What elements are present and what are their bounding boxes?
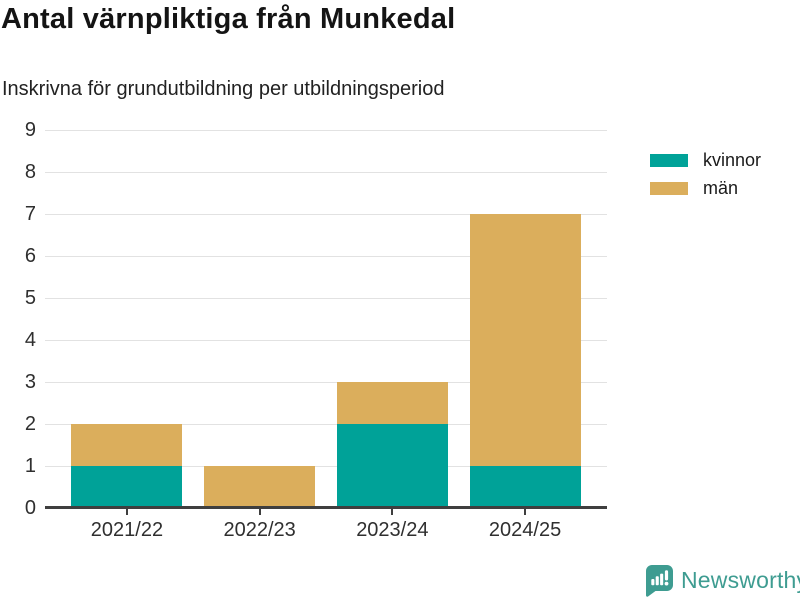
gridline <box>45 297 607 299</box>
y-tick-label: 2 <box>24 413 36 435</box>
y-tick-label: 4 <box>24 329 36 351</box>
x-tick-mark <box>258 509 261 515</box>
x-tick-mark <box>524 509 527 515</box>
legend-label: kvinnor <box>703 149 762 170</box>
newsworthy-logo-icon <box>646 565 673 597</box>
legend: kvinnor män <box>650 146 761 202</box>
x-tick-mark <box>391 509 394 515</box>
y-tick-label: 6 <box>24 245 36 267</box>
legend-label: män <box>703 177 739 198</box>
gridline <box>45 171 607 173</box>
legend-swatch-män <box>650 181 688 195</box>
legend-swatch-kvinnor <box>650 153 688 167</box>
brand-footer: Newsworthy <box>645 564 800 597</box>
x-tick-label: 2022/23 <box>223 519 296 541</box>
gridline <box>45 255 607 257</box>
y-tick-label: 8 <box>24 161 36 183</box>
legend-item-kvinnor: kvinnor <box>650 146 761 174</box>
bar-segment-män <box>469 214 581 466</box>
bar-segment-kvinnor <box>336 424 448 508</box>
gridline <box>45 213 607 215</box>
bar-segment-män <box>204 466 316 508</box>
bar-segment-män <box>336 382 448 424</box>
gridline <box>45 129 607 131</box>
gridline <box>45 465 607 467</box>
y-tick-label: 0 <box>24 497 36 519</box>
y-tick-label: 5 <box>24 287 36 309</box>
chart-subtitle: Inskrivna för grundutbildning per utbild… <box>2 78 445 100</box>
gridline <box>45 423 607 425</box>
bar-segment-män <box>71 424 183 466</box>
x-tick-label: 2024/25 <box>488 519 562 541</box>
gridline <box>45 339 607 341</box>
y-tick-label: 9 <box>24 119 36 141</box>
bar-segment-kvinnor <box>71 466 183 508</box>
brand-name: Newsworthy <box>681 567 800 593</box>
gridline <box>45 381 607 383</box>
chart-title: Antal värnpliktiga från Munkedal <box>1 3 456 35</box>
y-tick-label: 7 <box>24 203 36 225</box>
legend-item-män: män <box>650 174 761 202</box>
x-tick-label: 2021/22 <box>90 519 164 541</box>
x-tick-label: 2023/24 <box>356 519 429 541</box>
y-tick-label: 1 <box>24 455 36 477</box>
y-tick-label: 3 <box>24 371 36 393</box>
bar-segment-kvinnor <box>469 466 581 508</box>
x-axis-line <box>45 506 607 509</box>
x-tick-mark <box>125 509 128 515</box>
